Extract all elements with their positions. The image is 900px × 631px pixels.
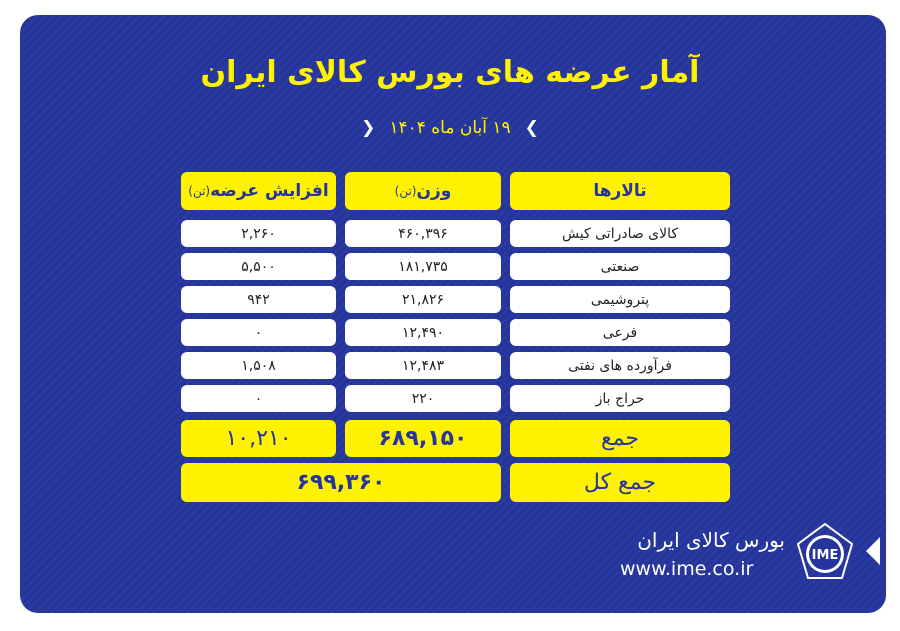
chevron-right-icon: ❯ (524, 118, 539, 138)
infographic-card (20, 15, 886, 613)
ime-logo-icon: IME (796, 522, 854, 579)
table-cell-increase: ۰ (181, 385, 336, 412)
card-notch (866, 537, 880, 565)
total-label: جمع کل (510, 463, 730, 502)
header-increase: افزایش عرضه (تن) (181, 172, 336, 210)
table-cell-weight: ۴۶۰,۳۹۶ (345, 220, 501, 247)
table-cell-increase: ۹۴۲ (181, 286, 336, 313)
brand-name: بورس کالای ایران (637, 528, 785, 552)
header-increase-label: افزایش عرضه (210, 181, 329, 201)
total-value: ۶۹۹,۳۶۰ (181, 463, 501, 502)
sum-increase: ۱۰,۲۱۰ (181, 420, 336, 457)
table-cell-hall: فرآورده های نفتی (510, 352, 730, 379)
header-weight-unit: (تن) (394, 184, 417, 198)
table-cell-hall: صنعتی (510, 253, 730, 280)
table-cell-increase: ۰ (181, 319, 336, 346)
table-cell-weight: ۱۸۱,۷۳۵ (345, 253, 501, 280)
website-link[interactable]: www.ime.co.ir (620, 558, 754, 580)
table-cell-increase: ۱,۵۰۸ (181, 352, 336, 379)
header-hall: تالارها (510, 172, 730, 210)
table-cell-increase: ۲,۲۶۰ (181, 220, 336, 247)
table-cell-hall: کالای صادراتی کیش (510, 220, 730, 247)
table-cell-increase: ۵,۵۰۰ (181, 253, 336, 280)
page-title: آمار عرضه های بورس کالای ایران (200, 55, 700, 90)
header-weight: وزن (تن) (345, 172, 501, 210)
sum-weight: ۶۸۹,۱۵۰ (345, 420, 501, 457)
table-cell-weight: ۱۲,۴۹۰ (345, 319, 501, 346)
header-increase-unit: (تن) (188, 184, 211, 198)
table-cell-weight: ۱۲,۴۸۳ (345, 352, 501, 379)
table-cell-hall: پتروشیمی (510, 286, 730, 313)
date-text: ۱۹ آبان ماه ۱۴۰۴ (389, 118, 511, 138)
table-cell-hall: حراج باز (510, 385, 730, 412)
header-weight-label: وزن (416, 181, 452, 201)
table-cell-weight: ۲۱,۸۲۶ (345, 286, 501, 313)
sum-label: جمع (510, 420, 730, 457)
chevron-left-icon: ❮ (361, 118, 376, 138)
logo-text: IME (812, 548, 839, 563)
header-hall-label: تالارها (593, 181, 647, 201)
table-cell-weight: ۲۲۰ (345, 385, 501, 412)
date-line: ❯ ۱۹ آبان ماه ۱۴۰۴ ❮ (0, 118, 900, 138)
table-cell-hall: فرعی (510, 319, 730, 346)
